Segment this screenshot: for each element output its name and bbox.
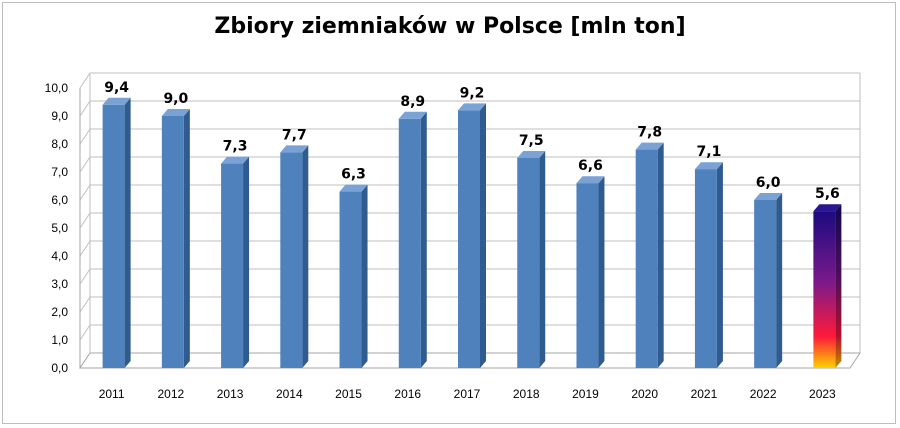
bar-side [420,111,427,369]
x-tick-label: 2021 [691,387,718,401]
gridline-diagonal [79,184,91,201]
gridline-diagonal [79,296,91,313]
bar [339,191,362,368]
x-tick-label: 2020 [631,387,658,401]
bar-side [657,142,664,368]
data-label: 6,0 [756,175,781,191]
bar [813,211,836,368]
x-tick-label: 2014 [276,387,303,401]
data-label: 7,8 [637,125,662,141]
data-label: 7,7 [282,127,307,143]
x-tick-label: 2016 [394,387,421,401]
bar-side [302,145,309,368]
bar-side [183,109,190,368]
x-tick-label: 2018 [513,387,540,401]
bars-layer [102,97,842,369]
y-tick-label: 3,0 [51,277,68,291]
data-label: 8,9 [400,94,425,110]
bar [517,158,540,368]
gridline-diagonal [79,100,91,117]
bar-top [280,145,309,153]
bar [754,200,777,368]
bar-top [517,151,546,158]
bar-side [776,193,783,368]
y-tick-label: 10,0 [45,81,69,95]
chart-title: Zbiory ziemniaków w Polsce [mln ton] [214,14,686,39]
bar [102,104,125,369]
bar-top [635,142,664,150]
data-label: 9,4 [104,80,129,96]
bar-top [102,97,131,105]
bar-top [576,176,605,184]
data-label: 9,0 [163,91,188,107]
bar-top [813,204,842,212]
bar-top [754,193,783,200]
bar-side [716,162,723,368]
bar-top [458,103,486,111]
gridline-diagonal [79,156,91,173]
bar-top [221,156,250,164]
bar-side [480,103,486,369]
bar-side [124,97,131,369]
bar-side [539,151,546,368]
data-label: 7,3 [223,139,248,155]
labels-layer: 9,4 2011 9,0 2012 7,3 2013 7,7 2014 6,3 2015 8,9 20… [99,80,840,401]
bar [458,110,480,369]
bar-side [835,204,842,368]
bar-side [598,176,605,368]
bar-side [243,156,250,368]
data-label: 7,1 [697,144,722,160]
gridline-diagonal [79,268,91,285]
y-tick-label: 4,0 [51,249,68,263]
x-tick-label: 2012 [157,387,184,401]
y-tick-label: 8,0 [51,137,68,151]
x-tick-label: 2023 [809,387,836,401]
gridline-diagonal [79,240,91,257]
y-tick-label: 6,0 [51,193,68,207]
bar [161,116,184,368]
bar [221,163,244,368]
bar [280,152,303,368]
x-tick-label: 2015 [335,387,362,401]
gridline-diagonal [79,212,91,229]
x-tick-label: 2011 [99,387,125,401]
bar-top [694,162,723,170]
bar-top [161,109,190,116]
data-label: 9,2 [460,85,485,101]
y-tick-label: 0,0 [51,361,68,375]
bar [635,149,658,368]
data-label: 5,6 [815,186,840,202]
y-tick-label: 1,0 [51,333,68,347]
x-tick-label: 2022 [750,387,777,401]
bar-top [339,184,368,192]
x-tick-label: 2017 [454,387,481,401]
y-tick-label: 7,0 [51,165,68,179]
bar-top [398,111,427,119]
bar [576,183,599,368]
data-label: 7,5 [519,133,544,149]
gridline-diagonal [79,324,91,341]
x-tick-label: 2019 [572,387,599,401]
y-tick-label: 5,0 [51,221,68,235]
x-tick-label: 2013 [217,387,244,401]
bar [398,118,421,368]
data-label: 6,6 [578,158,603,174]
gridline-diagonal [79,128,91,145]
y-tick-label: 9,0 [51,109,68,123]
data-label: 6,3 [341,167,366,183]
bar-side [361,184,368,368]
y-tick-label: 2,0 [51,305,68,319]
bar [694,169,717,368]
gridline-diagonal [79,72,91,89]
